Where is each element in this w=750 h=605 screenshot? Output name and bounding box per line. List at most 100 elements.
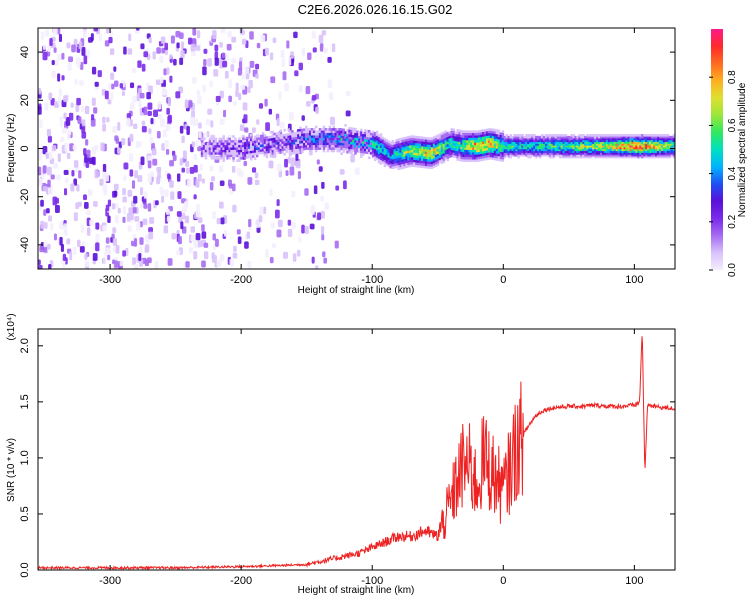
spectrogram-ridge-cell <box>234 149 237 153</box>
spectrogram-ridge-cell <box>491 130 495 134</box>
spectrogram-ridge-cell <box>478 144 481 148</box>
spectrogram-ridge-cell <box>232 140 235 143</box>
spectrogram-ridge-cell <box>639 139 642 143</box>
spectrogram-ridge-cell <box>619 139 623 143</box>
spectrogram-noise-cell <box>201 231 207 239</box>
spectrogram-ridge-cell <box>480 156 483 159</box>
spectrogram-ridge-cell <box>558 148 562 152</box>
spectrogram-ridge-cell <box>377 148 381 152</box>
spectrogram-ridge-cell <box>208 152 212 155</box>
spectrogram-ridge-cell <box>507 155 511 159</box>
spectrogram-noise-cell <box>132 257 137 266</box>
spectrogram-ridge-cell <box>590 139 593 143</box>
spectrogram-noise-cell <box>210 120 214 128</box>
spectrogram-noise-cell <box>38 87 42 95</box>
spectrogram-ridge-cell <box>200 149 204 153</box>
spectrogram-ridge-cell <box>540 148 544 152</box>
spectrogram-ridge-cell <box>200 140 204 143</box>
spectrogram-ridge-cell <box>442 138 446 142</box>
spectrogram-ridge-cell <box>379 133 383 136</box>
spectrogram-ridge-cell <box>316 142 320 146</box>
spectrogram-ridge-cell <box>546 137 550 141</box>
spectrogram-ridge-cell <box>649 148 652 152</box>
spectrogram-ridge-cell <box>572 134 575 137</box>
spectrogram-ridge-cell <box>472 156 475 160</box>
spectrogram-ridge-cell <box>307 137 310 141</box>
spectrogram-noise-cell <box>218 165 224 173</box>
spectrogram-noise-cell <box>102 225 107 232</box>
spectrogram-ridge-cell <box>456 148 459 152</box>
spectrogram-ridge-cell <box>558 144 562 148</box>
spectrogram-ridge-cell <box>356 145 359 148</box>
spectrogram-ridge-cell <box>517 137 520 141</box>
spectrogram-ridge-cell <box>432 138 436 142</box>
spectrogram-ridge-cell <box>568 141 571 144</box>
spectrogram-noise-cell <box>176 211 182 217</box>
spectrogram-noise-cell <box>157 101 162 110</box>
spectrogram-ridge-cell <box>263 139 267 142</box>
spectrogram-ridge-cell <box>574 137 577 141</box>
spectrogram-ridge-cell <box>560 144 564 148</box>
spectrogram-noise-cell <box>143 203 148 209</box>
spectrogram-ridge-cell <box>334 137 338 141</box>
spectrogram-ridge-cell <box>647 150 650 153</box>
spectrogram-noise-cell <box>244 66 250 76</box>
spectrogram-ridge-cell <box>556 150 560 153</box>
spectrogram-ridge-cell <box>334 147 338 150</box>
spectrogram-noise-cell <box>244 127 249 133</box>
spectrogram-ridge-cell <box>244 153 247 157</box>
spectrogram-ridge-cell <box>601 139 605 143</box>
spectrogram-ridge-cell <box>367 144 371 148</box>
spectrogram-ridge-cell <box>352 137 355 140</box>
spectrogram-ridge-cell <box>590 135 593 139</box>
spectrogram-ridge-cell <box>391 154 395 157</box>
spectrogram-ridge-cell <box>291 130 294 133</box>
spectrogram-ridge-cell <box>308 128 312 131</box>
spectrogram-ridge-cell <box>452 150 455 153</box>
spectrogram-ridge-cell <box>340 142 343 146</box>
spectrogram-ridge-cell <box>312 140 316 143</box>
spectrogram-ridge-cell <box>297 136 300 140</box>
spectrogram-ridge-cell <box>651 155 654 159</box>
spectrogram-ridge-cell <box>590 152 593 155</box>
spectrogram-ridge-cell <box>450 152 454 155</box>
spectrogram-ridge-cell <box>670 141 674 144</box>
spectrogram-ridge-cell <box>531 137 534 141</box>
spectrogram-ridge-cell <box>450 142 454 146</box>
spectrogram-ridge-cell <box>399 140 402 143</box>
spectrogram-ridge-cell <box>525 141 528 144</box>
spectrogram-ridge-cell <box>558 155 562 159</box>
spectrogram-noise-cell <box>146 91 151 100</box>
spectrogram-ridge-cell <box>611 152 615 155</box>
spectrogram-ridge-cell <box>305 135 308 138</box>
spectrogram-ridge-cell <box>428 151 432 155</box>
spectrogram-noise-cell <box>157 113 163 120</box>
spectrogram-ridge-cell <box>307 147 310 150</box>
spectrogram-noise-cell <box>201 224 205 232</box>
spectrogram-noise-cell <box>196 89 201 96</box>
spectrogram-noise-cell <box>248 79 253 89</box>
spectrogram-ridge-cell <box>458 141 461 145</box>
spectrogram-noise-cell <box>48 151 53 160</box>
spectrogram-ridge-cell <box>521 143 524 146</box>
spectrogram-ridge-cell <box>531 139 534 143</box>
spectrogram-ridge-cell <box>649 134 652 137</box>
spectrogram-ridge-cell <box>240 152 243 155</box>
spectrogram-ridge-cell <box>643 134 646 137</box>
spectrogram-ridge-cell <box>446 144 450 147</box>
spectrogram-noise-cell <box>269 257 274 264</box>
spectrogram-ridge-cell <box>444 140 448 143</box>
spectrogram-ridge-cell <box>350 139 353 142</box>
spectrogram-ridge-cell <box>428 166 432 170</box>
spectrogram-noise-cell <box>334 240 339 249</box>
spectrogram-ridge-cell <box>505 146 509 150</box>
spectrogram-noise-cell <box>127 189 133 197</box>
spectrogram-ridge-cell <box>373 146 377 150</box>
spectrogram-noise-cell <box>115 244 120 254</box>
spectrogram-ridge-cell <box>562 139 566 143</box>
spectrogram-ridge-cell <box>424 139 428 143</box>
spectrogram-ridge-cell <box>580 148 583 152</box>
spectrogram-ridge-cell <box>474 135 477 138</box>
spectrogram-noise-cell <box>44 102 49 111</box>
